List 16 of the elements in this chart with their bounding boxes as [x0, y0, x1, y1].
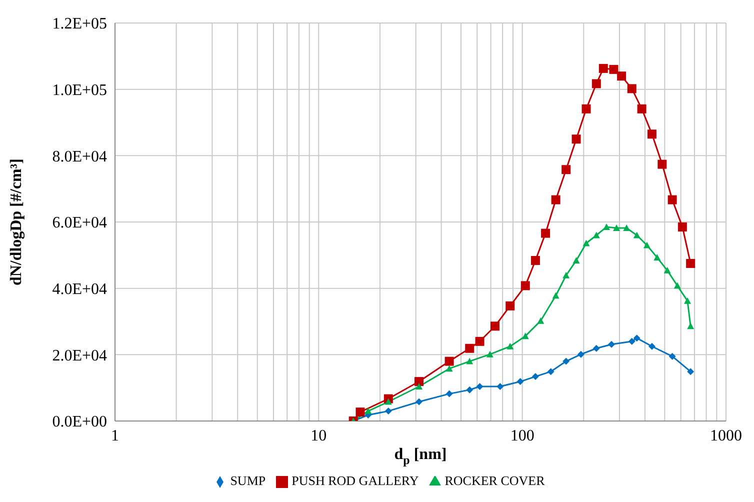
y-tick-label: 1.2E+05 [52, 16, 107, 33]
y-tick-label: 1.0E+05 [52, 82, 107, 100]
x-axis-title: d$_{p}$ [nm] [394, 446, 447, 467]
x-tick-label: 10 [310, 427, 327, 444]
y-tick-label: 4.0E+04 [52, 281, 107, 298]
x-tick-label: 1000 [710, 427, 742, 444]
y-tick-label: 6.0E+04 [52, 214, 107, 232]
x-tick-label: 1 [111, 427, 119, 444]
legend-label: SUMP [230, 473, 266, 488]
x-tick-label: 100 [510, 427, 534, 444]
y-tick-label: 0.0E+00 [52, 414, 107, 431]
y-axis-title: dN/dlogDp [#/cm³] [8, 158, 25, 286]
y-tick-label: 8.0E+04 [52, 148, 107, 166]
y-tick-label: 2.0E+04 [52, 347, 107, 364]
legend-label: ROCKER COVER [444, 473, 545, 488]
legend-label: PUSH ROD GALLERY [292, 473, 419, 488]
